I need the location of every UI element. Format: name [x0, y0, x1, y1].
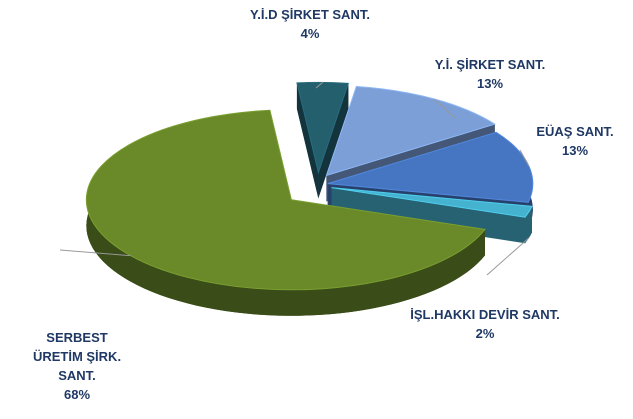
category-name: SERBEST ÜRETİM ŞİRK. SANT. — [32, 330, 122, 383]
category-name: İŞL.HAKKI DEVİR SANT. — [410, 307, 560, 322]
slice-label: EÜAŞ SANT. 13% — [520, 122, 630, 160]
slice-side — [318, 83, 349, 199]
percent-label: 13% — [476, 76, 504, 91]
category-name: Y.İ.D ŞİRKET SANT. — [250, 7, 370, 22]
slice-side — [296, 82, 319, 199]
category-name: Y.İ. ŞİRKET SANT. — [434, 57, 546, 72]
percent-label: 2% — [475, 326, 495, 341]
category-name: EÜAŞ SANT. — [536, 124, 614, 139]
leader-line — [434, 98, 456, 119]
slice — [325, 85, 496, 177]
leader-line — [315, 82, 323, 89]
percent-label: 13% — [561, 143, 589, 158]
slice — [331, 187, 533, 218]
slice — [85, 109, 486, 291]
percent-label: 68% — [63, 387, 91, 402]
leader-line — [486, 237, 530, 276]
leader-line — [59, 249, 131, 257]
slice-label: Y.İ.D ŞİRKET SANT. 4% — [248, 5, 372, 43]
percent-label: 4% — [300, 26, 320, 41]
slice-label: SERBEST ÜRETİM ŞİRK. SANT. 68% — [22, 328, 132, 404]
slice-label: Y.İ. ŞİRKET SANT. 13% — [430, 55, 550, 93]
leader-line — [519, 149, 530, 167]
slice-label: İŞL.HAKKI DEVİR SANT. 2% — [410, 305, 560, 343]
